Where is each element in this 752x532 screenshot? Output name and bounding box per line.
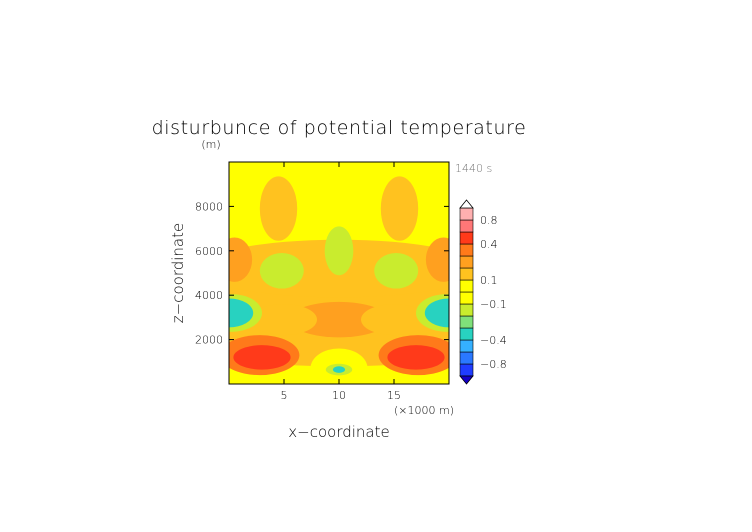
x-axis-label: x−coordinate — [288, 423, 389, 441]
contour-region — [424, 298, 449, 328]
colorbar-label: 0.4 — [480, 238, 498, 251]
x-axis: 5 10 15 — [281, 162, 401, 402]
colorbar: 0.8 0.4 0.1 −0.1 −0.4 −0.8 — [459, 199, 507, 385]
colorbar-segment — [459, 291, 474, 305]
colorbar-extend-top — [459, 199, 474, 209]
contour-region — [332, 366, 346, 373]
colorbar-label: −0.1 — [480, 298, 507, 311]
colorbar-label: −0.4 — [480, 334, 507, 347]
y-axis-label: z−coordinate — [169, 223, 187, 323]
time-label: 1440 s — [455, 162, 492, 175]
contour-region — [259, 253, 304, 289]
y-tick-label: 6000 — [195, 245, 223, 258]
colorbar-label: 0.1 — [480, 274, 498, 287]
colorbar-segment — [459, 267, 474, 281]
contour-region — [229, 237, 253, 282]
colorbar-segment — [459, 255, 474, 269]
colorbar-segment — [459, 207, 474, 221]
colorbar-segment — [459, 363, 474, 377]
contour-region — [251, 304, 317, 336]
y-tick-label: 8000 — [195, 200, 223, 213]
x-tick-label: 10 — [332, 389, 346, 402]
x-tick-label: 5 — [281, 389, 288, 402]
contour-region — [387, 345, 445, 370]
plot-area — [229, 162, 449, 384]
colorbar-label: −0.8 — [480, 358, 507, 371]
colorbar-segment — [459, 243, 474, 257]
contour-region — [259, 176, 298, 241]
contour-region — [289, 301, 389, 338]
chart-title: disturbunce of potential temperature — [152, 117, 527, 139]
colorbar-segment — [459, 327, 474, 341]
colorbar-segment — [459, 315, 474, 329]
colorbar-segment — [459, 219, 474, 233]
contour-region — [425, 237, 449, 282]
colorbar-label: 0.8 — [480, 214, 498, 227]
units-label: (m) — [201, 138, 220, 151]
contour-region — [374, 253, 419, 289]
colorbar-segment — [459, 231, 474, 245]
x-tick-label: 15 — [387, 389, 401, 402]
contour-region — [361, 304, 427, 336]
contour-region — [324, 226, 354, 276]
y-tick-label: 4000 — [195, 289, 223, 302]
x-unit-label: (×1000 m) — [394, 404, 454, 417]
colorbar-segment — [459, 339, 474, 353]
contour-region — [380, 176, 419, 241]
colorbar-extend-bottom — [459, 375, 474, 385]
contour-region — [233, 345, 291, 370]
contour-region — [229, 298, 254, 328]
colorbar-segment — [459, 279, 474, 293]
colorbar-segment — [459, 351, 474, 365]
y-tick-label: 2000 — [195, 334, 223, 347]
colorbar-segment — [459, 303, 474, 317]
y-axis: 2000 4000 6000 8000 — [195, 200, 449, 347]
